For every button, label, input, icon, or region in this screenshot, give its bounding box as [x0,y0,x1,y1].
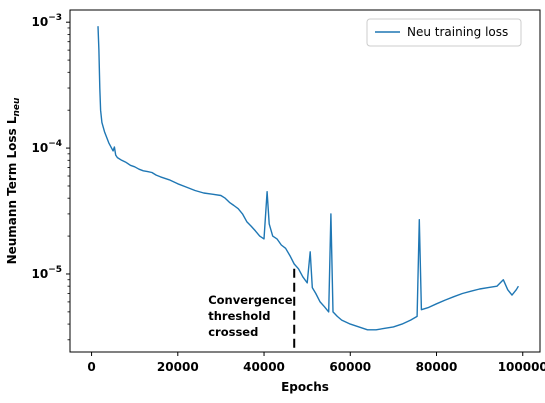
x-tick-label: 80000 [416,360,458,374]
annotation-layer: Convergence threshold crossed [208,268,296,352]
y-tick-label: 10−4 [31,139,62,155]
x-ticks: 0 20000 40000 60000 80000 100000 [87,352,545,374]
x-tick-label: 20000 [157,360,199,374]
x-tick-label: 60000 [329,360,371,374]
plot-background [70,10,540,352]
y-axis-label: Neumann Term Loss Lneu [5,97,22,264]
y-axis-label-main: Neumann Term Loss L [5,116,19,264]
x-tick-label: 100000 [498,360,545,374]
series-layer [97,26,520,331]
series-line-0 [97,26,520,331]
y-axis-label-subscript: neu [12,97,22,117]
y-ticks: 10−3 10−4 10−5 [31,13,70,341]
y-tick-label: 10−5 [31,265,62,281]
annotation-line-2: crossed [208,325,258,339]
annotation-line-1: threshold [208,309,270,323]
plot-frame [69,9,541,353]
y-tick-label: 10−3 [31,13,62,29]
annotation-line-0: Convergence [208,293,293,307]
x-tick-label: 40000 [243,360,285,374]
x-axis-label: Epochs [281,380,329,394]
legend: Neu training loss [366,18,522,47]
x-tick-label: 0 [87,360,95,374]
legend-box [366,18,522,47]
annotation-text: Convergence threshold crossed [208,293,293,339]
legend-entry-neu-training-loss: Neu training loss [407,25,508,39]
